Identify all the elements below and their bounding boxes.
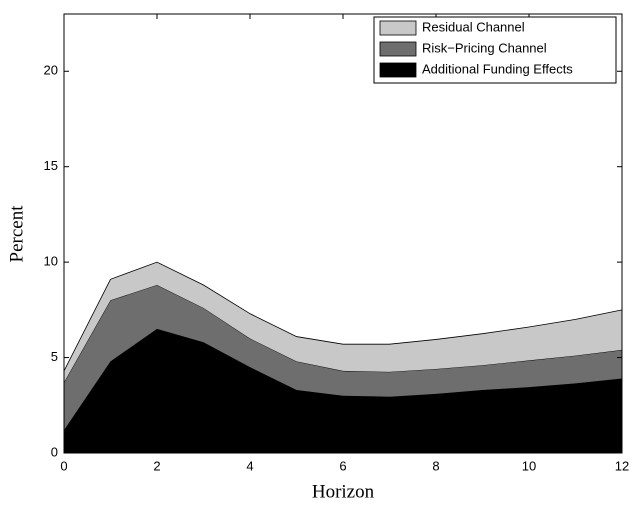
y-axis-label: Percent bbox=[6, 205, 27, 263]
y-tick-label: 10 bbox=[44, 254, 58, 269]
legend-label: Risk−Pricing Channel bbox=[422, 40, 547, 55]
y-tick-label: 20 bbox=[44, 63, 58, 78]
x-tick-label: 12 bbox=[615, 458, 629, 473]
y-tick-label: 15 bbox=[44, 158, 58, 173]
x-tick-label: 2 bbox=[153, 458, 160, 473]
area-fill bbox=[64, 328, 622, 453]
x-tick-label: 10 bbox=[522, 458, 536, 473]
area-fill bbox=[64, 262, 622, 383]
x-tick-label: 4 bbox=[246, 458, 253, 473]
area-fill bbox=[64, 285, 622, 431]
x-tick-label: 0 bbox=[60, 458, 67, 473]
area-edge bbox=[63, 261, 623, 372]
legend-swatch bbox=[379, 41, 417, 57]
x-tick-label: 6 bbox=[339, 458, 346, 473]
legend-label: Additional Funding Effects bbox=[422, 61, 573, 76]
legend-swatch bbox=[379, 20, 417, 36]
y-tick-label: 0 bbox=[51, 444, 58, 459]
legend-label: Residual Channel bbox=[422, 19, 525, 34]
x-axis-label: Horizon bbox=[312, 481, 375, 502]
y-tick-label: 5 bbox=[51, 349, 58, 364]
legend-swatch bbox=[379, 62, 417, 78]
x-tick-label: 8 bbox=[432, 458, 439, 473]
